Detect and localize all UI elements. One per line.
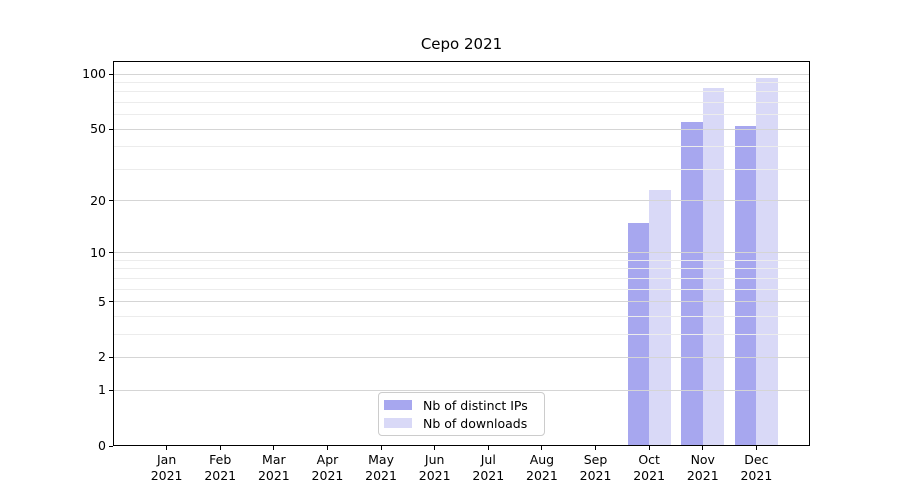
gridline-80 (113, 91, 810, 93)
x-tick-apr (326, 446, 328, 450)
y-tick-100 (109, 73, 113, 75)
gridline-8 (113, 268, 810, 270)
legend: Nb of distinct IPs Nb of downloads (378, 392, 545, 436)
chart-title: Cepo 2021 (420, 35, 503, 53)
y-tick-label-100: 100 (82, 66, 106, 81)
y-tick-2 (109, 356, 113, 358)
gridline-70 (113, 101, 810, 103)
y-tick-label-2: 2 (98, 349, 106, 365)
y-tick-label-0: 0 (98, 438, 106, 453)
x-tick-label-mar: Mar 2021 (257, 452, 290, 483)
gridline-1 (113, 389, 810, 391)
y-tick-0 (109, 445, 113, 447)
gridline-40 (113, 146, 810, 148)
gridline-7 (113, 277, 810, 279)
bar-distinct-ips-nov (681, 121, 703, 446)
gridline-20 (113, 200, 810, 202)
x-tick-label-dec: Dec 2021 (740, 452, 773, 483)
legend-swatch-downloads (384, 418, 412, 428)
y-tick-label-10: 10 (90, 244, 106, 260)
x-tick-label-may: May 2021 (365, 452, 397, 483)
gridline-9 (113, 259, 810, 261)
x-tick-label-apr: Apr 2021 (311, 452, 344, 483)
gridline-10 (113, 252, 810, 254)
legend-label-downloads: Nb of downloads (423, 415, 528, 431)
y-tick-label-1: 1 (98, 382, 106, 398)
x-tick-jan (166, 446, 168, 450)
x-tick-label-jul: Jul 2021 (472, 452, 505, 483)
gridline-100 (113, 73, 810, 75)
x-tick-label-jun: Jun 2021 (418, 452, 451, 483)
legend-label-distinct-ips: Nb of distinct IPs (423, 397, 528, 413)
plot-area (113, 61, 810, 446)
bar-distinct-ips-dec (734, 125, 757, 446)
x-tick-label-nov: Nov 2021 (686, 452, 719, 483)
gridline-50 (113, 128, 810, 130)
gridline-30 (113, 168, 810, 170)
y-tick-5 (109, 301, 113, 303)
legend-item-downloads: Nb of downloads (384, 416, 534, 431)
x-tick-aug (541, 446, 543, 450)
x-tick-label-jan: Jan 2021 (150, 452, 183, 483)
x-tick-nov (702, 446, 704, 450)
gridline-3 (113, 333, 810, 335)
x-tick-jul (487, 446, 489, 450)
gridline-6 (113, 288, 810, 290)
y-tick-1 (109, 389, 113, 391)
y-tick-50 (109, 128, 113, 130)
x-tick-label-feb: Feb 2021 (204, 452, 237, 483)
x-tick-dec (755, 446, 757, 450)
x-tick-feb (219, 446, 221, 450)
y-tick-10 (109, 252, 113, 254)
y-tick-label-50: 50 (90, 121, 106, 137)
x-tick-oct (648, 446, 650, 450)
bar-downloads-oct (649, 189, 671, 446)
x-tick-label-sep: Sep 2021 (579, 452, 612, 483)
gridline-5 (113, 301, 810, 303)
gridline-4 (113, 315, 810, 317)
bar-downloads-nov (702, 87, 725, 446)
x-tick-label-aug: Aug 2021 (526, 452, 558, 483)
gridline-2 (113, 356, 810, 358)
bar-downloads-dec (756, 78, 778, 446)
legend-item-distinct-ips: Nb of distinct IPs (384, 398, 534, 413)
gridline-90 (113, 81, 810, 83)
legend-swatch-distinct-ips (384, 400, 412, 410)
x-tick-jun (434, 446, 436, 450)
x-tick-may (380, 446, 382, 450)
gridline-60 (113, 114, 810, 116)
y-tick-label-20: 20 (90, 192, 106, 208)
y-tick-20 (109, 200, 113, 202)
x-tick-sep (595, 446, 597, 450)
y-tick-label-5: 5 (98, 293, 106, 309)
x-tick-label-oct: Oct 2021 (633, 452, 666, 483)
x-tick-mar (273, 446, 275, 450)
